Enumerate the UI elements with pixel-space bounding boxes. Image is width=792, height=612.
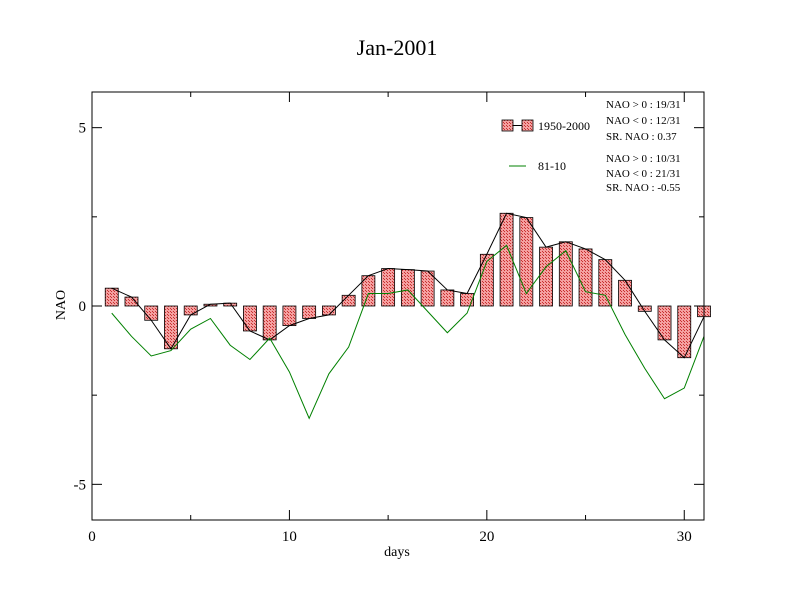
x-tick-label-30: 30 <box>677 529 692 545</box>
series-1950-2000-line <box>111 212 705 359</box>
chart-title: Jan-2001 <box>357 35 438 60</box>
bar-day-19 <box>460 293 474 307</box>
bar-day-5 <box>183 305 198 316</box>
bar-day-9 <box>262 305 277 341</box>
legend: 1950-2000 81-10 NAO > 0 : 19/31 NAO < 0 : 1… <box>501 99 681 194</box>
y-tick-label-0: 0 <box>79 299 87 315</box>
x-tick-label-20: 20 <box>479 529 494 545</box>
bar-day-21 <box>499 212 514 307</box>
y-axis-label: NAO <box>54 290 69 320</box>
stat-line-5: NAO < 0 : 21/31 <box>606 168 681 180</box>
series-81-10-line <box>111 244 705 420</box>
bar-day-30 <box>677 305 692 359</box>
bar-day-3 <box>144 305 159 321</box>
bar-day-1 <box>104 287 119 307</box>
bar-day-26 <box>598 259 613 307</box>
plot-area <box>104 212 711 420</box>
axes: 0 10 20 30 -5 0 5 <box>74 91 705 545</box>
bar-day-17 <box>420 270 435 307</box>
bar-day-23 <box>539 246 553 307</box>
bar-day-18 <box>440 289 455 307</box>
bar-day-25 <box>578 248 593 307</box>
stat-line-2: NAO < 0 : 12/31 <box>606 115 681 127</box>
x-axis-label: days <box>384 545 410 560</box>
y-tick-label-5: 5 <box>79 121 87 137</box>
legend-1950-2000-swatch-left <box>501 119 514 132</box>
bar-day-27 <box>618 279 632 307</box>
bar-day-16 <box>400 269 415 307</box>
stat-line-3: SR. NAO : 0.37 <box>606 131 677 143</box>
bar-day-10 <box>282 305 297 327</box>
legend-81-10-label: 81-10 <box>538 159 566 173</box>
y-tick-label--5: -5 <box>74 477 87 493</box>
bar-day-29 <box>657 305 672 341</box>
bar-day-15 <box>381 268 396 307</box>
stat-line-6: SR. NAO : -0.55 <box>606 182 681 194</box>
legend-1950-2000-label: 1950-2000 <box>538 119 590 133</box>
x-tick-label-10: 10 <box>282 529 297 545</box>
bar-day-2 <box>124 296 139 307</box>
stat-line-1: NAO > 0 : 19/31 <box>606 99 681 111</box>
bar-day-8 <box>243 305 257 332</box>
x-tick-label-0: 0 <box>88 529 96 545</box>
bar-day-13 <box>341 294 356 307</box>
stat-line-4: NAO > 0 : 10/31 <box>606 153 681 165</box>
bar-day-11 <box>302 305 317 319</box>
legend-1950-2000-swatch-right <box>521 119 534 132</box>
